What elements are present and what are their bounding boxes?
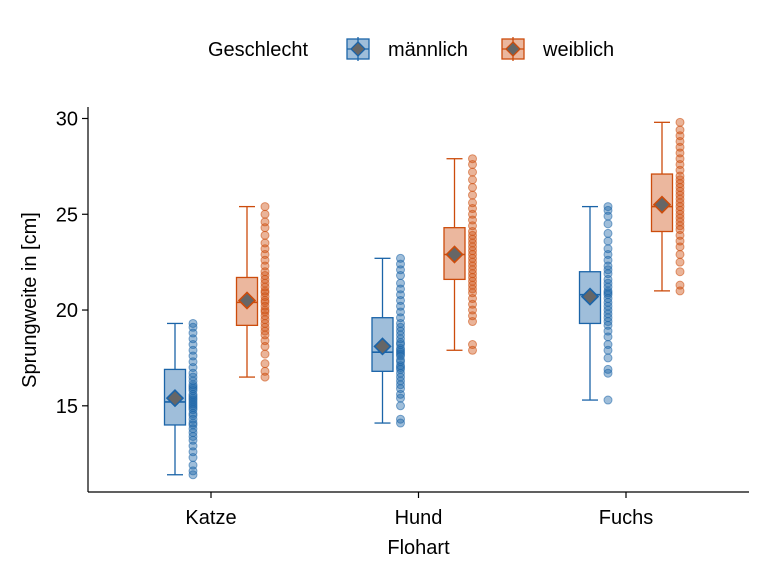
- data-point: [603, 395, 613, 405]
- data-point: [468, 340, 477, 350]
- plot-area: [163, 117, 685, 480]
- data-point: [675, 280, 685, 290]
- data-point: [603, 219, 613, 229]
- data-point: [603, 340, 613, 350]
- legend-key-maennlich: [346, 37, 370, 61]
- x-axis-title: Flohart: [387, 537, 450, 559]
- data-point: [468, 154, 477, 164]
- mean-marker: [165, 389, 185, 408]
- data-point: [260, 217, 270, 227]
- points-katze-weiblich: [260, 202, 270, 382]
- data-point: [188, 318, 198, 328]
- data-point: [260, 202, 270, 212]
- x-tick-label-katze: Katze: [185, 507, 236, 529]
- data-point: [260, 349, 270, 359]
- x-tick-label-fuchs: Fuchs: [599, 507, 653, 529]
- points-hund-maennlich: [396, 253, 405, 428]
- data-point: [396, 414, 405, 424]
- y-tick-label: 15: [56, 396, 78, 418]
- data-point: [260, 238, 270, 248]
- x-axis-ticks: Katze Hund Fuchs: [185, 492, 653, 529]
- data-point: [603, 364, 613, 374]
- data-point: [603, 236, 613, 246]
- mean-marker: [580, 287, 600, 306]
- data-point: [468, 182, 477, 192]
- data-point: [260, 359, 270, 369]
- data-point: [675, 257, 685, 267]
- data-point: [468, 198, 477, 208]
- y-tick-label: 30: [56, 108, 78, 130]
- x-tick-label-hund: Hund: [395, 507, 443, 529]
- data-point: [396, 278, 405, 288]
- mean-marker: [373, 337, 392, 356]
- legend-key-weiblich: [501, 37, 525, 61]
- points-hund-weiblich: [468, 154, 477, 355]
- data-point: [675, 125, 685, 135]
- y-tick-label: 25: [56, 204, 78, 226]
- legend-mean-marker: [505, 41, 521, 57]
- data-point: [188, 460, 198, 470]
- mean-marker: [237, 291, 257, 310]
- legend-label-weiblich: weiblich: [542, 39, 614, 61]
- data-point: [260, 209, 270, 219]
- data-point: [396, 401, 405, 411]
- data-point: [675, 249, 685, 259]
- legend-mean-marker: [350, 41, 366, 57]
- data-point: [468, 167, 477, 177]
- legend: Geschlecht männlich weiblich: [208, 37, 614, 61]
- legend-label-maennlich: männlich: [388, 39, 468, 61]
- points-katze-maennlich: [188, 318, 198, 480]
- data-point: [603, 228, 613, 238]
- data-point: [468, 175, 477, 185]
- data-point: [603, 353, 613, 363]
- points-fuchs-weiblich: [675, 117, 685, 296]
- mean-marker: [445, 245, 464, 264]
- y-tick-label: 20: [56, 300, 78, 322]
- data-point: [468, 190, 477, 200]
- data-point: [603, 202, 613, 212]
- y-axis-ticks: 15 20 25 30: [56, 108, 88, 418]
- data-point: [260, 366, 270, 376]
- mean-marker: [652, 195, 672, 214]
- y-axis-title: Sprungweite in [cm]: [19, 212, 41, 388]
- data-point: [260, 230, 270, 240]
- data-point: [396, 253, 405, 263]
- data-point: [675, 267, 685, 277]
- data-point: [675, 117, 685, 127]
- points-fuchs-maennlich: [603, 202, 613, 405]
- data-point: [603, 244, 613, 254]
- legend-title: Geschlecht: [208, 39, 308, 61]
